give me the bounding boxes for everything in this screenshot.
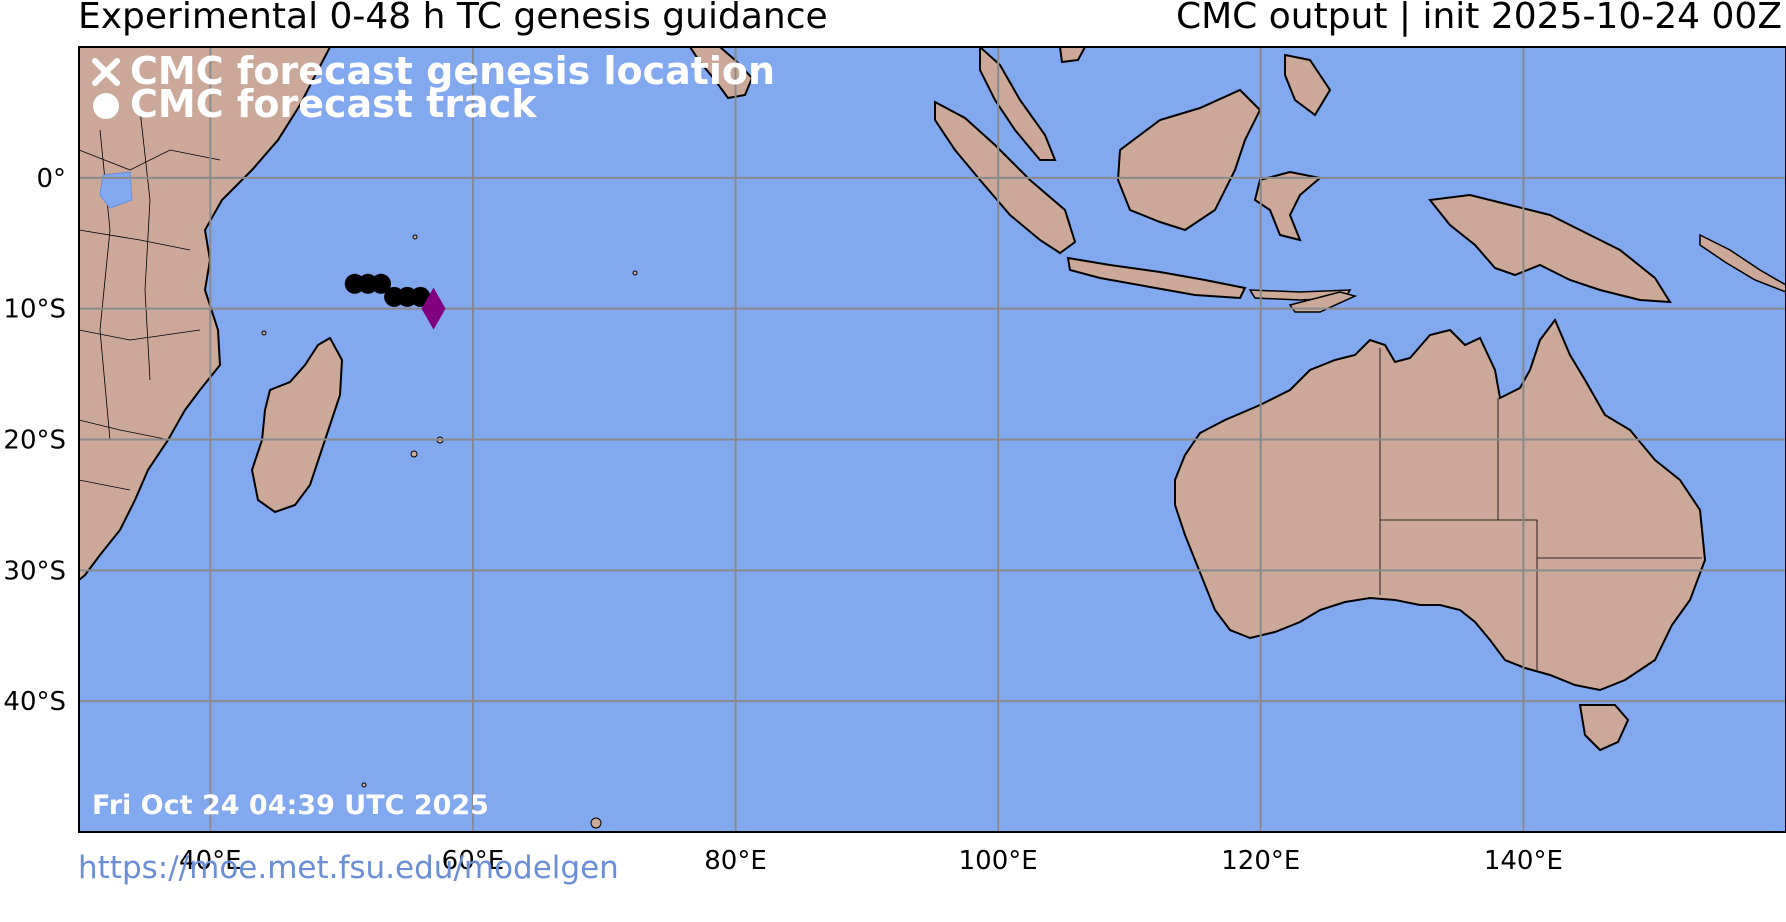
- lon-tick-label: 140°E: [1484, 846, 1563, 876]
- lat-tick-label: 20°S: [3, 426, 66, 456]
- filled-circle-icon: [93, 93, 119, 119]
- x-mark-icon: [92, 58, 120, 86]
- madagascar: [250, 336, 344, 514]
- lat-tick-label: 0°: [36, 164, 66, 194]
- lat-tick-label: 40°S: [3, 687, 66, 717]
- lon-tick-label: 120°E: [1221, 846, 1300, 876]
- australia-borders: [1379, 348, 1702, 670]
- lon-tick-label: 80°E: [704, 846, 767, 876]
- legend-track-label: CMC forecast track: [130, 82, 537, 126]
- legend: CMC forecast genesis location CMC foreca…: [92, 49, 775, 126]
- genesis-diamond-icon: [421, 287, 446, 330]
- lon-tick-label: 40°E: [179, 846, 242, 876]
- africa-borders: [79, 109, 221, 491]
- lon-tick-label: 100°E: [959, 846, 1038, 876]
- australia: [1174, 318, 1707, 692]
- track-point: [410, 286, 431, 307]
- lon-tick-label: 60°E: [442, 846, 505, 876]
- lat-tick-label: 30°S: [3, 556, 66, 586]
- cmc-forecast-track: [344, 273, 431, 307]
- longitude-labels: 40°E 60°E 80°E 100°E 120°E 140°E: [179, 846, 1563, 876]
- java: [1066, 256, 1247, 300]
- borneo: [1116, 88, 1262, 232]
- genesis-marker-group: [421, 287, 446, 330]
- latitude-labels: 0° 10°S 20°S 30°S 40°S: [3, 164, 66, 717]
- map-title: Experimental 0-48 h TC genesis guidance: [78, 0, 828, 37]
- africa-landmass: [79, 47, 332, 582]
- sulawesi: [1253, 170, 1323, 242]
- model-init-label: CMC output | init 2025-10-24 00Z: [1175, 0, 1782, 37]
- track-point: [371, 273, 392, 294]
- legend-genesis-label: CMC forecast genesis location: [130, 49, 775, 93]
- generated-timestamp: Fri Oct 24 04:39 UTC 2025: [92, 790, 489, 821]
- lat-tick-label: 10°S: [3, 295, 66, 325]
- graticule: [79, 47, 1786, 832]
- new-guinea: [1428, 193, 1672, 304]
- map-frame: [78, 46, 1786, 833]
- source-link[interactable]: https://moe.met.fsu.edu/modelgen: [78, 850, 619, 886]
- tasmania: [1578, 704, 1630, 752]
